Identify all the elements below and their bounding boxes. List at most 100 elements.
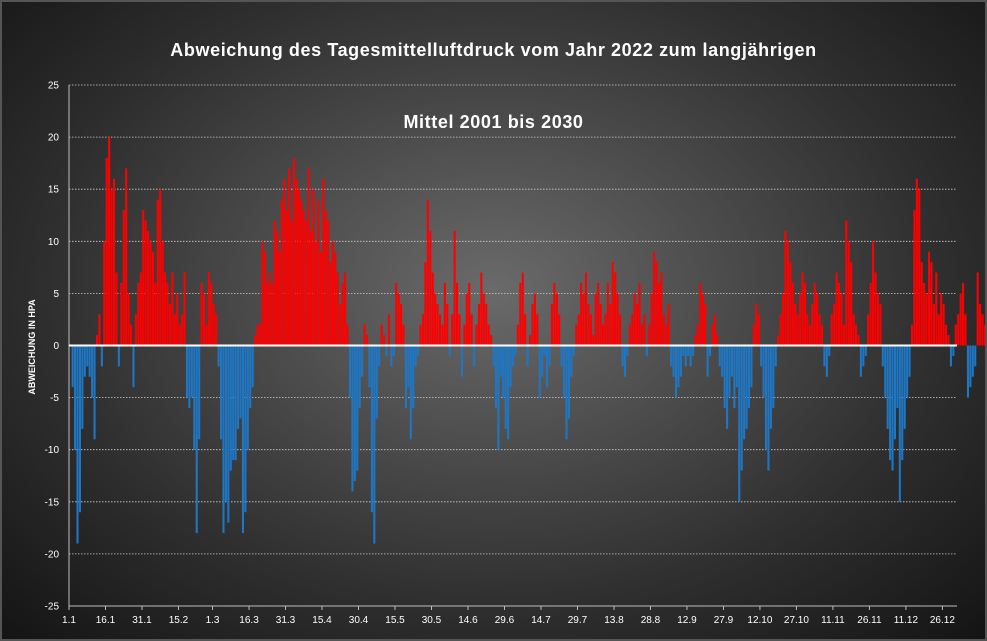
bar bbox=[709, 345, 712, 356]
bar bbox=[224, 345, 227, 502]
bar bbox=[609, 303, 612, 346]
bar bbox=[361, 345, 364, 377]
bar bbox=[538, 345, 541, 398]
bar bbox=[183, 272, 186, 346]
bar bbox=[893, 345, 896, 440]
bar bbox=[774, 345, 777, 367]
bar bbox=[458, 314, 461, 346]
bar bbox=[760, 345, 763, 367]
bar bbox=[297, 189, 300, 346]
x-tick-label: 30.5 bbox=[422, 615, 442, 626]
bar bbox=[738, 345, 741, 502]
bar bbox=[726, 345, 729, 429]
bar bbox=[312, 189, 315, 346]
bar bbox=[234, 345, 237, 461]
bar bbox=[285, 210, 288, 346]
bar bbox=[952, 345, 955, 356]
bar bbox=[940, 293, 943, 346]
bar bbox=[886, 345, 889, 429]
bar bbox=[407, 345, 410, 388]
x-tick-label: 26.11 bbox=[857, 615, 882, 626]
bar bbox=[859, 345, 862, 377]
bar bbox=[903, 345, 906, 429]
bar bbox=[563, 345, 566, 398]
bar bbox=[178, 324, 181, 346]
bar bbox=[701, 293, 704, 346]
bar bbox=[592, 335, 595, 346]
bar bbox=[954, 324, 957, 346]
bar bbox=[621, 345, 624, 367]
y-axis-title: ABWEICHUNG IN HPA bbox=[27, 299, 37, 395]
bar bbox=[867, 314, 870, 346]
bar bbox=[239, 345, 242, 419]
bar bbox=[704, 303, 707, 346]
bar bbox=[373, 345, 376, 544]
bar bbox=[918, 189, 921, 346]
bar bbox=[492, 345, 495, 367]
chart-title-line1: Abweichung des Tagesmittelluftdruck vom … bbox=[170, 40, 817, 60]
bar bbox=[268, 272, 271, 346]
bar bbox=[261, 241, 264, 346]
bar bbox=[896, 345, 899, 409]
bar bbox=[463, 324, 466, 346]
y-tick-label: 25 bbox=[48, 81, 60, 92]
bar bbox=[555, 293, 558, 346]
bar bbox=[249, 345, 252, 409]
bar bbox=[925, 293, 928, 346]
bar bbox=[154, 282, 157, 346]
x-tick-label: 15.4 bbox=[312, 615, 332, 626]
bar bbox=[480, 272, 483, 346]
bar bbox=[881, 345, 884, 367]
bar bbox=[604, 314, 607, 346]
bar bbox=[283, 178, 286, 346]
bar bbox=[872, 241, 875, 346]
bar bbox=[541, 345, 544, 377]
bar bbox=[139, 272, 142, 346]
bar bbox=[794, 303, 797, 346]
bar bbox=[344, 272, 347, 346]
bar bbox=[378, 345, 381, 367]
bar bbox=[266, 282, 269, 346]
bar bbox=[901, 345, 904, 461]
bar bbox=[560, 345, 563, 367]
bar bbox=[293, 157, 296, 346]
bar bbox=[716, 335, 719, 346]
bar bbox=[88, 345, 91, 377]
bar bbox=[351, 345, 354, 492]
bar bbox=[98, 314, 101, 346]
x-tick-label: 29.6 bbox=[495, 615, 515, 626]
y-tick-label: -20 bbox=[45, 549, 60, 560]
bar bbox=[784, 230, 787, 346]
bar bbox=[346, 324, 349, 346]
bar bbox=[735, 345, 738, 388]
bar bbox=[176, 293, 179, 346]
x-tick-label: 13.8 bbox=[604, 615, 624, 626]
bar bbox=[173, 314, 176, 346]
bar bbox=[110, 189, 113, 346]
bar bbox=[307, 168, 310, 346]
bar bbox=[801, 272, 804, 346]
bar bbox=[818, 314, 821, 346]
bar bbox=[71, 345, 74, 388]
bar bbox=[190, 345, 193, 398]
y-tick-label: -25 bbox=[45, 602, 60, 613]
bar bbox=[976, 272, 979, 346]
bar bbox=[414, 345, 417, 367]
bar bbox=[258, 324, 262, 346]
bar bbox=[633, 293, 636, 346]
bar bbox=[76, 345, 79, 544]
bar bbox=[246, 345, 249, 450]
bar bbox=[237, 345, 240, 429]
bar bbox=[533, 293, 536, 346]
bar bbox=[465, 293, 468, 346]
bar bbox=[677, 345, 680, 388]
bar bbox=[166, 282, 169, 346]
bar bbox=[207, 272, 210, 346]
bar bbox=[317, 199, 320, 346]
bar bbox=[151, 251, 154, 346]
bar bbox=[193, 345, 196, 450]
bar bbox=[331, 241, 335, 346]
bar bbox=[353, 345, 356, 481]
bar bbox=[431, 272, 434, 346]
bar bbox=[711, 324, 714, 346]
